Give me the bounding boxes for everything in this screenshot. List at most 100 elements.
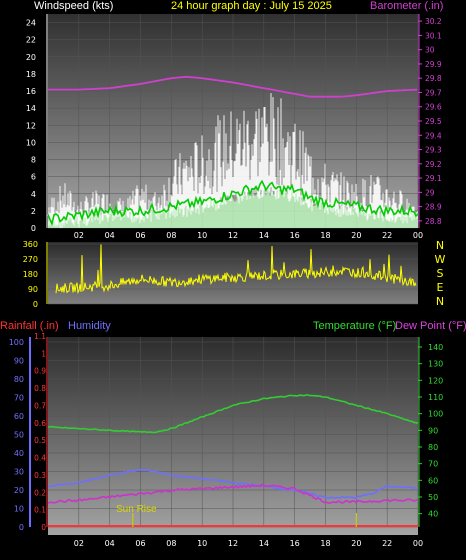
temp-tick-label: 70	[428, 460, 438, 469]
humidity-tick-label: 50	[14, 431, 24, 440]
humidity-tick-label: 30	[14, 468, 24, 477]
temp-x-tick-label: 08	[166, 539, 176, 548]
wind-tick-label: 20	[26, 53, 36, 62]
wind-x-tick-label: 06	[135, 231, 145, 240]
temp-x-tick-label: 12	[228, 539, 238, 548]
baro-tick-label: 28.9	[425, 203, 442, 212]
baro-tick-label: 29.7	[425, 88, 442, 97]
dir-tick-label: 180	[23, 270, 38, 279]
rainfall-tick-label: 0.5	[34, 436, 46, 445]
humidity-tick-label: 10	[14, 505, 24, 514]
baro-tick-label: 30.2	[425, 17, 442, 26]
wind-average-series	[47, 179, 419, 227]
temp-tick-label: 140	[428, 343, 443, 352]
baro-tick-label: 29.6	[425, 103, 442, 112]
wind-tick-label: 4	[31, 190, 36, 199]
humidity-tick-label: 20	[14, 486, 24, 495]
temp-x-tick-label: 02	[74, 539, 84, 548]
temp-tick-label: 90	[428, 426, 438, 435]
humidity-tick-label: 80	[14, 375, 24, 384]
baro-tick-label: 29.9	[425, 60, 442, 69]
baro-tick-label: 29	[425, 188, 435, 197]
barometer-axis-label: Barometer (.in)	[370, 0, 444, 12]
wind-tick-label: 12	[26, 121, 36, 130]
humidity-tick-label: 70	[14, 394, 24, 403]
rainfall-axis-label: Rainfall (.in)	[0, 320, 59, 332]
wind-tick-label: 0	[31, 224, 36, 233]
baro-tick-label: 29.5	[425, 117, 442, 126]
wind-tick-label: 24	[26, 19, 36, 28]
compass-label: S	[437, 267, 444, 280]
wind-x-tick-label: 02	[74, 231, 84, 240]
humidity-tick-label: 40	[14, 449, 24, 458]
baro-tick-label: 29.1	[425, 174, 442, 183]
rainfall-tick-label: 0.6	[34, 419, 46, 428]
humidity-axis-label: Humidity	[68, 320, 111, 332]
wind-tick-label: 2	[31, 207, 36, 216]
wind-x-tick-label: 20	[351, 231, 361, 240]
sunrise-label: Sun Rise	[116, 504, 157, 515]
wind-x-tick-label: 04	[105, 231, 115, 240]
baro-tick-label: 29.3	[425, 146, 442, 155]
temp-x-tick-label: 22	[382, 539, 392, 548]
temp-tick-label: 50	[428, 493, 438, 502]
wind-tick-label: 8	[31, 156, 36, 165]
humidity-tick-label: 60	[14, 412, 24, 421]
direction-plot-area	[48, 242, 418, 304]
compass-label: N	[436, 295, 444, 308]
baro-tick-label: 29.2	[425, 160, 442, 169]
humidity-tick-label: 100	[9, 338, 24, 347]
temp-x-tick-label: 06	[135, 539, 145, 548]
temp-tick-label: 130	[428, 360, 443, 369]
temp-x-tick-label: 18	[320, 539, 330, 548]
temp-tick-label: 60	[428, 476, 438, 485]
rainfall-tick-label: 0.7	[34, 401, 46, 410]
wind-x-tick-label: 22	[382, 231, 392, 240]
temp-tick-label: 40	[428, 510, 438, 519]
rainfall-tick-label: 0.3	[34, 471, 46, 480]
wind-tick-label: 14	[26, 104, 36, 113]
wind-x-tick-label: 10	[197, 231, 207, 240]
compass-label: N	[436, 239, 444, 252]
baro-tick-label: 28.8	[425, 217, 442, 226]
dewpoint-axis-label: Dew Point (°F)	[395, 320, 466, 332]
page-title: 24 hour graph day : July 15 2025	[171, 0, 332, 12]
humidity-tick-label: 90	[14, 357, 24, 366]
rainfall-tick-label: 0.9	[34, 367, 46, 376]
temp-tick-label: 100	[428, 410, 443, 419]
dir-tick-label: 270	[23, 255, 38, 264]
rainfall-tick-label: 1	[41, 349, 46, 358]
wind-tick-label: 10	[26, 138, 36, 147]
baro-tick-label: 30	[425, 46, 435, 55]
wind-x-tick-label: 16	[290, 231, 300, 240]
rainfall-tick-label: 0.4	[34, 454, 46, 463]
temperature-series	[47, 394, 419, 434]
temperature-axis-label: Temperature (°F)	[313, 320, 397, 332]
wind-tick-label: 22	[26, 36, 36, 45]
wind-direction-series	[55, 244, 417, 295]
wind-tick-label: 16	[26, 87, 36, 96]
baro-tick-label: 30.1	[425, 31, 442, 40]
wind-x-tick-label: 18	[320, 231, 330, 240]
temp-tick-label: 120	[428, 376, 443, 385]
temp-x-tick-label: 10	[197, 539, 207, 548]
compass-label: E	[437, 281, 444, 294]
dir-tick-label: 90	[28, 285, 38, 294]
rainfall-tick-label: 0	[41, 523, 46, 532]
wind-x-tick-label: 12	[228, 231, 238, 240]
dewpoint-series	[47, 483, 419, 505]
dir-tick-label: 360	[23, 240, 38, 249]
rainfall-tick-label: 0.8	[34, 384, 46, 393]
compass-label: W	[435, 253, 446, 266]
temp-x-tick-label: 00	[413, 539, 423, 548]
windspeed-axis-label: Windspeed (kts)	[34, 0, 114, 12]
temp-tick-label: 110	[428, 393, 443, 402]
wind-tick-label: 6	[31, 173, 36, 182]
humidity-tick-label: 0	[19, 523, 24, 532]
temp-x-tick-label: 20	[351, 539, 361, 548]
temp-x-tick-label: 14	[259, 539, 269, 548]
baro-tick-label: 29.4	[425, 131, 442, 140]
rainfall-tick-label: 0.1	[34, 506, 46, 515]
